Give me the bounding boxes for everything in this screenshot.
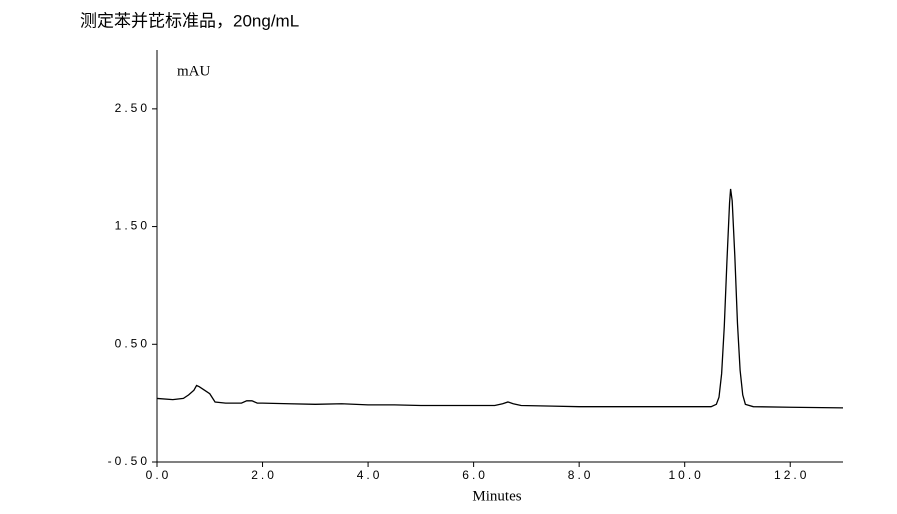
- x-tick-label: 12.0: [774, 468, 809, 482]
- y-tick-label: 1.50: [115, 219, 150, 233]
- x-tick-label: 6.0: [462, 468, 488, 482]
- x-tick-label: 0.0: [146, 468, 172, 482]
- y-tick-label: -0.50: [108, 454, 150, 468]
- y-tick-label: 0.50: [115, 336, 150, 350]
- chart-title: 测定苯并芘标准品，20ng/mL: [80, 11, 299, 30]
- x-axis-label: Minutes: [472, 488, 521, 504]
- y-tick-label: 2.50: [115, 101, 150, 115]
- x-tick-label: 4.0: [357, 468, 383, 482]
- data-line: [156, 188, 844, 409]
- y-axis-label: mAU: [177, 63, 211, 79]
- x-tick-label: 8.0: [568, 468, 594, 482]
- x-tick-label: 2.0: [251, 468, 277, 482]
- x-tick-label: 10.0: [669, 468, 704, 482]
